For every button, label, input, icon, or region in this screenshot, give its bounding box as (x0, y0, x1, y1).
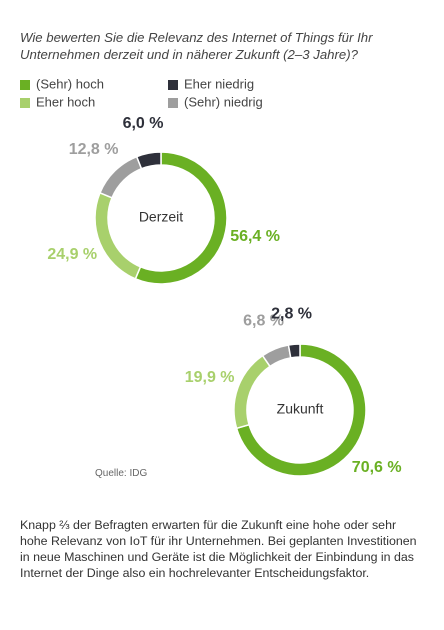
chart-title: Wie bewerten Sie die Relevanz des Intern… (20, 30, 373, 62)
value-label: 6,8 % (243, 312, 284, 329)
value-label: 6,0 % (123, 115, 164, 132)
donut-segment (235, 343, 367, 477)
donut-segment (233, 354, 272, 430)
value-label: 56,4 % (230, 228, 280, 245)
donut-segment (287, 343, 301, 359)
donut-segment (94, 191, 142, 280)
center-label: Derzeit (139, 209, 183, 225)
value-label: 12,8 % (69, 141, 119, 158)
source: Quelle: IDG (95, 468, 148, 479)
donut-segment (98, 155, 143, 199)
legend-label: (Sehr) hoch (36, 76, 104, 91)
value-label: 24,9 % (47, 246, 97, 263)
legend-swatch (168, 98, 178, 108)
value-label: 19,9 % (185, 369, 235, 386)
legend-label: (Sehr) niedrig (184, 94, 263, 109)
legend-swatch (20, 98, 30, 108)
caption: Knapp ⅔ der Befragten erwarten für die Z… (20, 518, 417, 580)
legend-swatch (168, 80, 178, 90)
donut-segment (135, 151, 162, 170)
center-label: Zukunft (277, 401, 324, 417)
value-label: 2,8 % (271, 306, 312, 323)
legend-label: Eher niedrig (184, 76, 254, 91)
legend-swatch (20, 80, 30, 90)
value-label: 70,6 % (352, 459, 402, 476)
legend-label: Eher hoch (36, 94, 95, 109)
